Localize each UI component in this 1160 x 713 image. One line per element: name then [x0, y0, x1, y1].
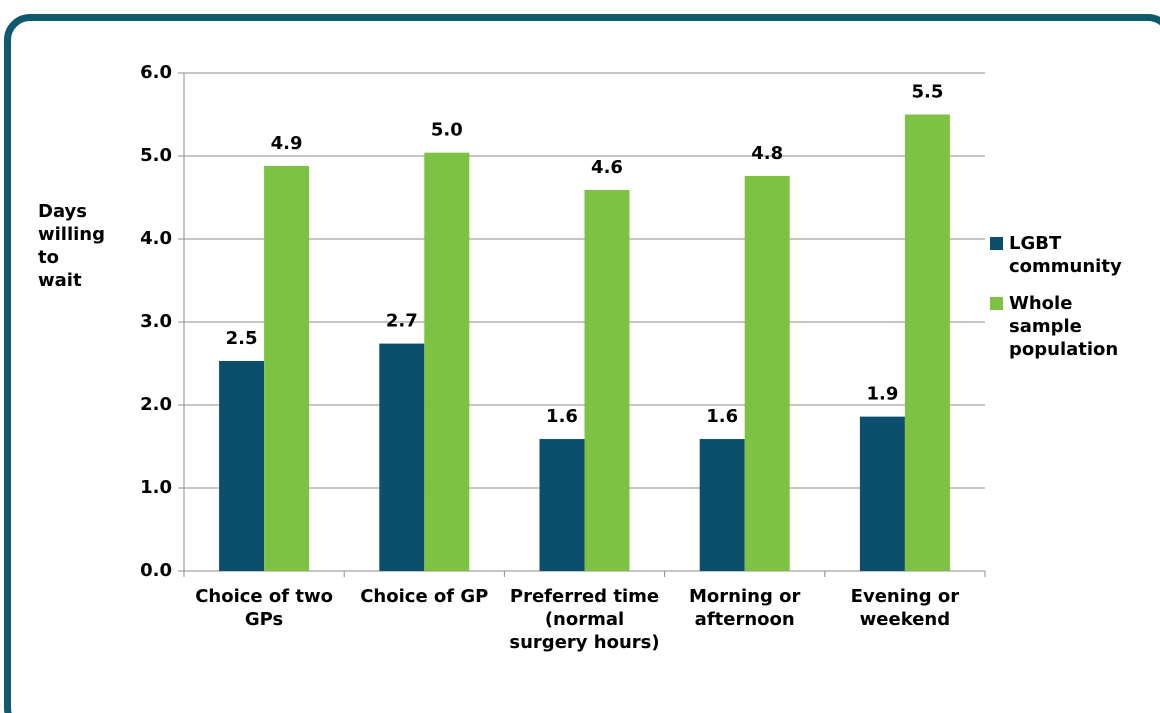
bar: [424, 152, 470, 571]
data-label: 2.7: [386, 311, 418, 332]
x-tick-label: Evening or weekend: [850, 586, 960, 630]
data-label: 1.6: [706, 406, 738, 427]
frame: [4, 14, 1160, 713]
y-tick-label: 4.0: [140, 228, 172, 249]
y-tick-label: 6.0: [140, 62, 172, 83]
y-tick-label: 2.0: [140, 394, 172, 415]
bar: [379, 343, 425, 571]
bar: [539, 439, 585, 571]
legend-swatch: [990, 297, 1003, 310]
bar: [699, 439, 745, 571]
data-label: 4.8: [751, 143, 783, 164]
y-tick-label: 3.0: [140, 311, 172, 332]
bar: [744, 175, 790, 572]
y-tick-label: 5.0: [140, 145, 172, 166]
x-tick-label: Choice of GP: [360, 586, 489, 607]
legend-label: LGBT community: [1009, 233, 1122, 277]
data-label: 5.0: [431, 120, 463, 141]
x-tick-label: Morning or afternoon: [689, 586, 801, 630]
bar: [859, 416, 905, 571]
data-label: 1.6: [546, 406, 578, 427]
data-label: 2.5: [226, 328, 258, 349]
y-tick-label: 0.0: [140, 560, 172, 581]
bar: [219, 361, 265, 571]
data-label: 1.9: [866, 384, 898, 405]
legend-label: Whole sample population: [1009, 293, 1119, 360]
legend-item: LGBT community: [990, 232, 1124, 278]
legend-swatch: [990, 237, 1003, 250]
data-label: 4.6: [591, 157, 623, 178]
data-label: 5.5: [911, 82, 943, 103]
data-label: 4.9: [271, 133, 303, 154]
x-tick-label: Preferred time (normal surgery hours): [509, 586, 660, 653]
y-tick-label: 1.0: [140, 477, 172, 498]
bar: [904, 114, 950, 571]
bar: [584, 190, 630, 571]
bar: [264, 165, 310, 571]
y-axis-title: Days willing to wait: [38, 201, 106, 291]
x-tick-label: Choice of two GPs: [195, 586, 333, 630]
legend-item: Whole sample population: [990, 292, 1129, 361]
